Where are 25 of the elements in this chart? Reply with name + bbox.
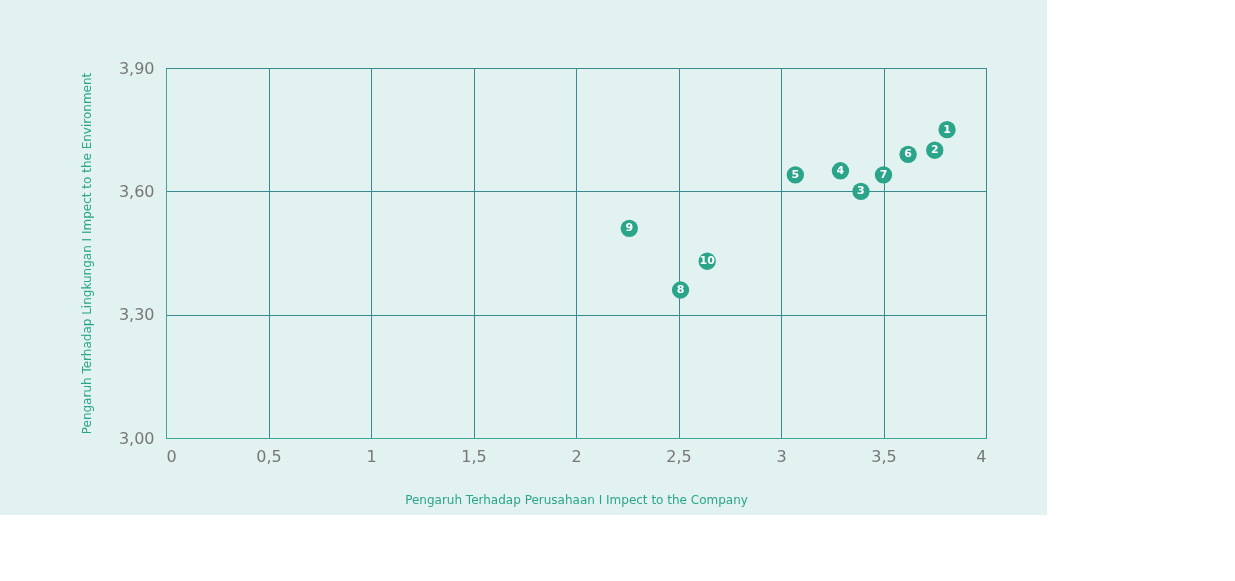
x-tick-label: 1,5 xyxy=(461,446,487,466)
y-tick-label: 3,60 xyxy=(118,181,155,201)
annotation: 8 xyxy=(676,283,685,296)
x-tick-label: 0 xyxy=(166,446,177,466)
x-tick-label: 0,5 xyxy=(256,446,282,466)
annotation: 9 xyxy=(625,221,634,235)
x-tick-label: 1 xyxy=(366,446,377,466)
annotation: 1 xyxy=(943,122,951,136)
annotation: 6 xyxy=(904,147,913,161)
x-tick-label: 2 xyxy=(571,446,582,466)
x-tick-label: 4 xyxy=(976,446,987,466)
annotation: 7 xyxy=(879,167,888,181)
x-axis-title: Pengaruh Terhadap Perusahaan I Impect to the Company xyxy=(405,492,748,507)
annotation: 3 xyxy=(857,184,865,198)
y-tick-label: 3,90 xyxy=(118,58,155,78)
x-tick-label: 2,5 xyxy=(666,446,692,466)
annotation: 4 xyxy=(836,163,845,177)
annotation: 5 xyxy=(791,167,800,181)
annotation: 2 xyxy=(930,143,939,157)
x-tick-label: 3,5 xyxy=(871,446,897,466)
annotation: 10 xyxy=(699,254,716,268)
y-axis-title: Pengaruh Terhadap Lingkungan I Impect to the Environment xyxy=(79,72,94,435)
y-tick-label: 3,00 xyxy=(118,428,155,448)
y-tick-label: 3,30 xyxy=(118,305,155,325)
x-tick-label: 3 xyxy=(776,446,787,466)
